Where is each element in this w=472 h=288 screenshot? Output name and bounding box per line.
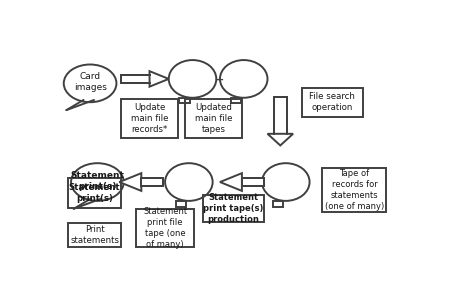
Bar — [136, 209, 194, 247]
Bar — [141, 178, 163, 186]
Polygon shape — [119, 173, 141, 191]
Bar — [322, 168, 387, 212]
Bar — [121, 75, 150, 83]
Bar — [121, 99, 178, 138]
Bar — [68, 178, 121, 208]
Text: Statement
print file
tape (one
of many): Statement print file tape (one of many) — [143, 207, 187, 249]
Bar — [68, 223, 121, 247]
Text: –: – — [214, 70, 223, 88]
Text: Statement
print(s): Statement print(s) — [69, 183, 120, 203]
Text: Update
main file
records*: Update main file records* — [131, 103, 169, 134]
Text: Statement
print(s): Statement print(s) — [70, 171, 124, 191]
Polygon shape — [220, 173, 242, 191]
Bar — [274, 97, 287, 134]
Polygon shape — [150, 71, 169, 87]
Bar — [176, 201, 186, 206]
Text: Statement
print tape(s)
production: Statement print tape(s) production — [203, 193, 264, 224]
Bar — [179, 98, 190, 103]
Bar — [203, 195, 264, 222]
Text: File search
operation: File search operation — [310, 92, 355, 112]
Polygon shape — [268, 134, 293, 145]
Bar — [242, 178, 264, 186]
Bar — [231, 98, 241, 103]
Bar — [185, 99, 242, 138]
Text: Tape of
records for
statements
(one of many): Tape of records for statements (one of m… — [325, 169, 384, 211]
Bar — [302, 88, 362, 117]
Text: Updated
main file
tapes: Updated main file tapes — [195, 103, 232, 134]
Text: Card
images: Card images — [74, 72, 107, 92]
Bar — [273, 201, 283, 206]
Text: Print
statements: Print statements — [70, 225, 119, 245]
